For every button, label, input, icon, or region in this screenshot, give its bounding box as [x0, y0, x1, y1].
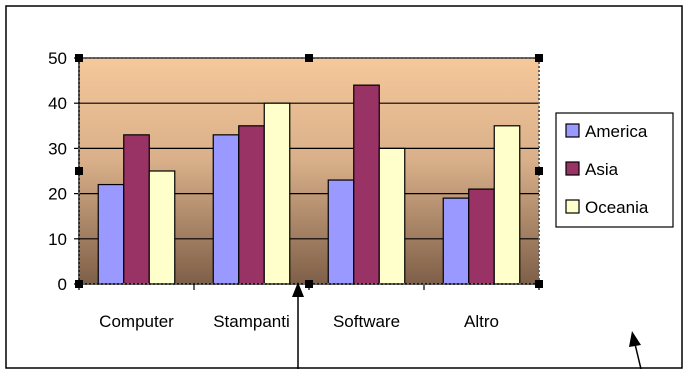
selection-handle-bottom-right[interactable] — [535, 280, 543, 288]
x-tick-label: Software — [333, 312, 400, 331]
y-tick-label: 30 — [48, 139, 67, 158]
legend-swatch — [566, 124, 579, 137]
bar-america-software[interactable] — [328, 180, 354, 284]
legend-label: Asia — [585, 160, 619, 179]
x-tick-label: Stampanti — [213, 312, 290, 331]
legend-label: America — [585, 122, 648, 141]
selection-handle-top-right[interactable] — [535, 54, 543, 62]
legend-label: Oceania — [585, 198, 649, 217]
bar-oceania-stampanti[interactable] — [264, 103, 290, 284]
bar-oceania-altro[interactable] — [494, 126, 520, 284]
legend-swatch — [566, 162, 579, 175]
selection-handle-top-left[interactable] — [75, 54, 83, 62]
bar-oceania-software[interactable] — [379, 148, 405, 284]
bar-america-stampanti[interactable] — [213, 135, 239, 284]
x-tick-label: Altro — [464, 312, 499, 331]
selection-handle-mid-right[interactable] — [535, 167, 543, 175]
bar-asia-software[interactable] — [354, 85, 380, 284]
y-tick-label: 0 — [58, 275, 67, 294]
selection-handle-bottom-left[interactable] — [75, 280, 83, 288]
y-tick-label: 50 — [48, 49, 67, 68]
bar-america-computer[interactable] — [98, 185, 124, 284]
selection-handle-top-mid[interactable] — [305, 54, 313, 62]
x-tick-label: Computer — [99, 312, 174, 331]
legend-swatch — [566, 200, 579, 213]
y-tick-label: 40 — [48, 94, 67, 113]
y-tick-label: 20 — [48, 185, 67, 204]
selection-handle-mid-left[interactable] — [75, 167, 83, 175]
selection-handle-bottom-mid[interactable] — [305, 280, 313, 288]
bar-asia-stampanti[interactable] — [239, 126, 265, 284]
bar-asia-computer[interactable] — [124, 135, 150, 284]
bar-america-altro[interactable] — [443, 198, 469, 284]
y-tick-label: 10 — [48, 230, 67, 249]
bar-oceania-computer[interactable] — [149, 171, 175, 284]
bar-asia-altro[interactable] — [469, 189, 495, 284]
